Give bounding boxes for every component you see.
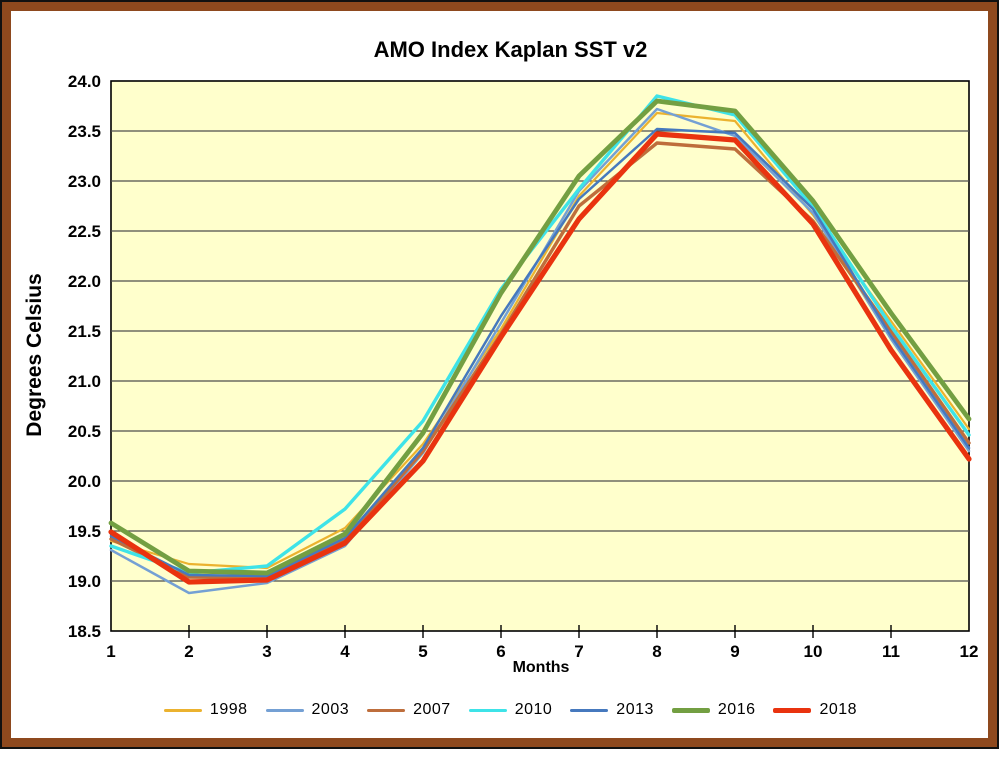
legend-item-2007: 2007: [367, 701, 451, 719]
x-tick-label: 10: [804, 642, 823, 661]
y-tick-label: 24.0: [68, 72, 101, 91]
y-tick-label: 23.0: [68, 172, 101, 191]
x-tick-label: 5: [418, 642, 427, 661]
legend-swatch-2016: [671, 707, 710, 713]
x-tick-label: 4: [340, 642, 350, 661]
y-tick-label: 23.5: [68, 122, 101, 141]
legend-item-2003: 2003: [265, 701, 350, 719]
y-tick-label: 19.5: [68, 522, 101, 541]
y-tick-label: 22.0: [68, 272, 101, 291]
legend-swatch-2018: [773, 707, 812, 713]
x-axis-title: Months: [512, 659, 570, 676]
series-line-2016: [108, 98, 972, 576]
chart-title: AMO Index Kaplan SST v2: [373, 37, 648, 62]
x-tick-label: 1: [106, 642, 115, 661]
x-tick-label: 9: [730, 642, 739, 661]
legend-item-2013: 2013: [570, 701, 654, 719]
x-tick-label: 11: [882, 642, 900, 661]
legend-label-2003: 2003: [311, 701, 350, 718]
legend-item-2018: 2018: [773, 701, 857, 719]
legend-swatch-2010: [468, 708, 507, 712]
y-axis-title: Degrees Celsius: [23, 273, 46, 437]
x-tick-label: 7: [574, 642, 583, 661]
y-tick-label: 22.5: [68, 222, 101, 241]
y-tick-label: 19.0: [68, 572, 101, 591]
legend-item-2010: 2010: [468, 701, 553, 719]
x-tick-label: 12: [960, 642, 979, 661]
legend-item-1998: 1998: [163, 701, 248, 719]
legend-swatch-2003: [265, 708, 304, 712]
legend-item-2016: 2016: [671, 701, 756, 719]
x-tick-label: 2: [184, 642, 193, 661]
chart-container: 18.5 19.0 19.5 20.0 20.5 21.0 21.5 22.0 22.5 23.0…: [11, 11, 988, 738]
series-line-2018: [108, 131, 972, 585]
line-chart-plot: 18.5 19.0 19.5 20.0 20.5 21.0 21.5 22.0 22.5 23.0…: [68, 72, 979, 661]
legend-label-2016: 2016: [717, 701, 756, 718]
y-tick-label: 20.5: [68, 422, 101, 441]
legend-label-2018: 2018: [819, 701, 858, 718]
x-tick-label: 6: [496, 642, 505, 661]
legend-label-2007: 2007: [413, 701, 451, 718]
legend-swatch-1998: [163, 708, 202, 712]
x-tick-label: 8: [652, 642, 661, 661]
chart-legend: 1998 2003 2007 2010 2013: [11, 701, 999, 719]
y-tick-label: 21.5: [68, 322, 101, 341]
legend-label-1998: 1998: [209, 701, 248, 718]
y-tick-label: 18.5: [68, 622, 101, 641]
y-tick-label: 20.0: [68, 472, 101, 491]
legend-swatch-2013: [570, 708, 609, 712]
series-line-2013: [109, 127, 971, 578]
legend-label-2013: 2013: [616, 701, 654, 718]
y-tick-label: 21.0: [68, 372, 101, 391]
legend-swatch-2007: [367, 708, 406, 712]
series-line-2010: [109, 94, 971, 575]
chart-window: 18.5 19.0 19.5 20.0 20.5 21.0 21.5 22.0 22.5 23.0…: [2, 2, 997, 747]
plot-area: [110, 80, 970, 632]
x-tick-label: 3: [262, 642, 271, 661]
legend-label-2010: 2010: [514, 701, 553, 718]
